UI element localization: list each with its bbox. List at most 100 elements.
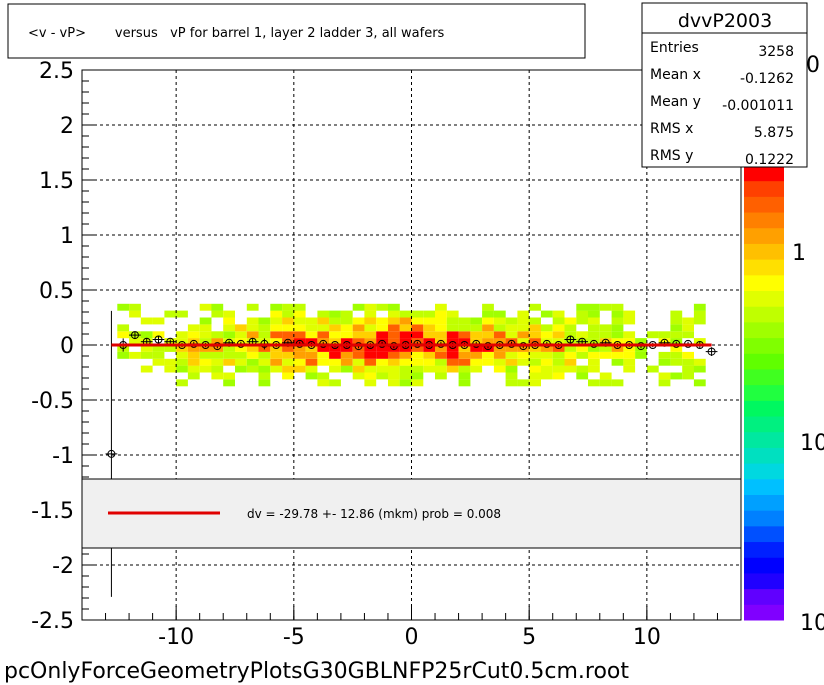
heat-cell bbox=[340, 331, 353, 339]
stats-label: Mean x bbox=[650, 67, 701, 83]
heat-cell bbox=[517, 345, 530, 352]
heat-cell bbox=[658, 379, 671, 387]
heat-cell bbox=[505, 331, 518, 339]
profile-point bbox=[707, 347, 716, 356]
heat-cell bbox=[435, 310, 447, 318]
heat-cell bbox=[435, 338, 447, 345]
heat-cell bbox=[564, 324, 577, 332]
heat-cell bbox=[282, 365, 294, 373]
heat-cell bbox=[658, 358, 671, 366]
heat-cell bbox=[611, 317, 624, 325]
heat-cell bbox=[258, 379, 271, 387]
heat-cell bbox=[411, 365, 424, 373]
heat-cell bbox=[599, 303, 612, 311]
heat-cell bbox=[623, 365, 636, 373]
y-tick-label: -0.5 bbox=[31, 389, 74, 414]
heat-cell bbox=[588, 338, 600, 345]
heat-cell bbox=[223, 324, 235, 332]
heat-cell bbox=[529, 331, 541, 339]
heat-cell bbox=[140, 345, 153, 352]
heat-cell bbox=[282, 358, 294, 366]
heat-cell bbox=[517, 379, 530, 387]
colorbar-swatch bbox=[744, 541, 784, 558]
heat-cell bbox=[423, 358, 436, 366]
heat-cell bbox=[364, 331, 377, 339]
heat-cell bbox=[493, 310, 506, 318]
heat-cell bbox=[540, 331, 553, 339]
heat-cell bbox=[458, 351, 471, 359]
colorbar-swatch bbox=[744, 306, 784, 323]
colorbar-swatch bbox=[744, 337, 784, 354]
heat-cell bbox=[270, 310, 283, 318]
heat-cell bbox=[564, 351, 577, 359]
x-tick-label: -5 bbox=[283, 625, 305, 650]
heat-cell bbox=[517, 317, 530, 325]
heat-cell bbox=[293, 303, 306, 311]
heat-cell bbox=[493, 365, 506, 373]
heat-cell bbox=[482, 310, 494, 318]
profile-point bbox=[130, 331, 139, 340]
heat-cell bbox=[411, 379, 424, 387]
heat-cell bbox=[176, 331, 188, 339]
heat-cell bbox=[611, 379, 624, 387]
heat-cell bbox=[623, 310, 636, 318]
heat-cell bbox=[517, 338, 530, 345]
heat-cell bbox=[364, 303, 377, 311]
colorbar-swatch bbox=[744, 572, 784, 590]
heat-cell bbox=[682, 324, 694, 332]
heat-cell bbox=[223, 310, 235, 318]
colorbar-label-top: 0 bbox=[806, 53, 820, 78]
heat-cell bbox=[576, 372, 589, 380]
heat-cell bbox=[164, 310, 177, 318]
colorbar-swatch bbox=[744, 557, 784, 574]
heat-cell bbox=[693, 317, 706, 325]
heat-cell bbox=[187, 365, 200, 373]
heat-cell bbox=[293, 338, 306, 345]
colorbar-swatch bbox=[744, 227, 784, 244]
legend: dv = -29.78 +- 12.86 (mkm) prob = 0.008 bbox=[81, 478, 742, 549]
heat-cell bbox=[352, 338, 365, 345]
heat-cell bbox=[246, 358, 259, 366]
heat-cell bbox=[211, 358, 224, 366]
heat-cell bbox=[317, 351, 330, 359]
heat-cell bbox=[317, 372, 330, 380]
heat-cell bbox=[223, 345, 235, 352]
heat-cell bbox=[223, 379, 235, 387]
heat-cell bbox=[435, 372, 447, 380]
heat-cell bbox=[270, 351, 283, 359]
heat-cell bbox=[340, 310, 353, 318]
colorbar-swatch bbox=[744, 165, 784, 182]
heat-cell bbox=[293, 351, 306, 359]
heat-cell bbox=[423, 317, 436, 325]
heat-cell bbox=[388, 351, 400, 359]
heat-cell bbox=[635, 351, 647, 359]
heat-cell bbox=[635, 338, 647, 345]
heat-cell bbox=[552, 324, 565, 332]
heat-cell bbox=[682, 372, 694, 380]
heat-cell bbox=[599, 324, 612, 332]
heat-cell bbox=[164, 345, 177, 352]
heat-cell bbox=[211, 372, 224, 380]
heat-cell bbox=[399, 372, 412, 380]
heat-cell bbox=[399, 358, 412, 366]
heat-cell bbox=[187, 338, 200, 345]
heat-cell bbox=[199, 324, 212, 332]
heat-cell bbox=[482, 317, 494, 325]
heat-cell bbox=[293, 331, 306, 339]
heat-cell bbox=[187, 358, 200, 366]
heat-cell bbox=[187, 345, 200, 352]
heat-cell bbox=[152, 345, 165, 352]
heat-cell bbox=[411, 345, 424, 352]
heat-cell bbox=[670, 338, 683, 345]
heat-cell bbox=[258, 372, 271, 380]
heat-cell bbox=[246, 317, 259, 325]
heat-cell bbox=[682, 317, 694, 325]
stats-label: Mean y bbox=[650, 94, 701, 110]
heat-cell bbox=[576, 365, 589, 373]
heat-cell bbox=[435, 351, 447, 359]
heat-cell bbox=[223, 317, 235, 325]
heat-cell bbox=[482, 358, 494, 366]
heat-cell bbox=[329, 317, 341, 325]
heat-cell bbox=[282, 303, 294, 311]
stats-box: dvvP2003 Entries 3258 Mean x -0.1262 Mean y -… bbox=[641, 2, 808, 168]
